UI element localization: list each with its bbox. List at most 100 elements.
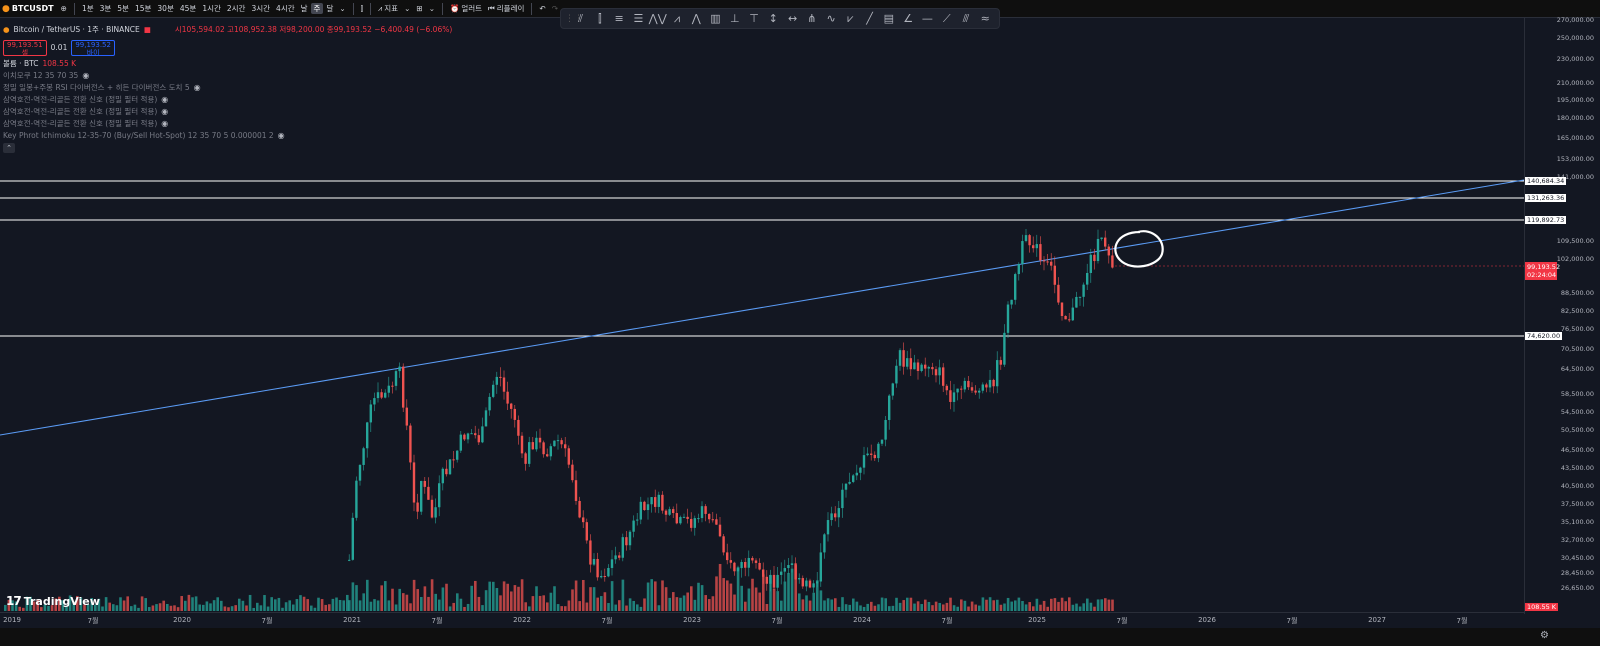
gann-box-icon[interactable]: ▥ (710, 12, 721, 25)
symbol-search-button[interactable]: ● BTCUSDT (0, 4, 58, 14)
chevron-down-icon[interactable]: ⌄ (428, 4, 435, 13)
regression-trend-icon[interactable]: ⫿ (598, 11, 602, 25)
volume-bar (650, 579, 653, 611)
candle-body (783, 568, 786, 572)
interval-button[interactable]: 날 (300, 4, 308, 13)
volume-bar (1024, 604, 1028, 611)
long-position-icon[interactable]: ⊥ (729, 12, 740, 25)
eye-icon[interactable]: ◉ (193, 83, 201, 92)
replay-button[interactable]: ⏮ 리플레이 (485, 3, 527, 14)
eye-icon[interactable]: ◉ (161, 95, 169, 104)
candle-body (668, 509, 671, 515)
eye-icon[interactable]: ◉ (161, 107, 169, 116)
indicator-row[interactable]: Key Phrot Ichimoku 12-35-70 (Buy/Sell Ho… (3, 130, 452, 142)
ray-icon[interactable]: ⟋ (942, 11, 951, 25)
indicator-row[interactable]: 삼역호전-역전-리골든 전환 신호 (정밀 필터 적용) ◉ (3, 94, 452, 106)
horizontal-line-label[interactable]: 119,892.73 (1525, 216, 1567, 224)
horizontal-line-label[interactable]: 74,620.00 (1525, 332, 1563, 340)
buy-button[interactable]: 99,193.52 바이 (71, 40, 115, 57)
chevron-down-icon[interactable]: ⌄ (404, 4, 411, 13)
price-axis[interactable]: 270,000.00 250,000.00 230,000.00 210,000.00… (1524, 16, 1600, 614)
settings-icon[interactable]: ⚙ (1540, 630, 1549, 641)
volume-bar (769, 575, 772, 611)
indicator-row[interactable]: 삼역호전-역전-리골든 전환 신호 (정밀 필터 적용) ◉ (3, 118, 452, 130)
eye-icon[interactable]: ◉ (82, 71, 90, 80)
head-shoulders-icon[interactable]: ⋀ (691, 12, 701, 25)
indicator-row[interactable]: 삼역호전-역전-리골든 전환 신호 (정밀 필터 적용) ◉ (3, 106, 452, 118)
indicator-row[interactable]: 이치모쿠 12 35 70 35 ◉ (3, 70, 452, 82)
alert-button[interactable]: ⏰ 얼러트 (447, 3, 485, 14)
interval-button[interactable]: 1분 (81, 4, 94, 13)
candle-body (1078, 296, 1082, 298)
trend-line-icon[interactable]: ╱ (866, 12, 873, 25)
volume-bar (445, 583, 448, 611)
volume-bar (180, 596, 183, 611)
volume-bar (988, 597, 992, 611)
volume-bar (270, 597, 273, 611)
candle-body (841, 489, 844, 509)
extended-line-icon[interactable]: ⫻ (962, 11, 970, 25)
layouts-icon[interactable]: ⊞ (416, 4, 423, 13)
redo-icon[interactable]: ↷ (551, 4, 558, 13)
candle-body (542, 442, 545, 455)
horizontal-line-icon[interactable]: — (921, 12, 933, 25)
interval-button[interactable]: 45분 (179, 4, 197, 13)
volume-bar (310, 605, 313, 611)
collapse-legend-icon[interactable]: ⌃ (3, 143, 15, 153)
date-range-icon[interactable]: ↔ (787, 12, 798, 25)
indicators-button[interactable]: ⩘ 지표 (375, 3, 401, 14)
interval-button[interactable]: 2시간 (226, 4, 246, 13)
volume-bar (621, 579, 625, 611)
candle-body (996, 360, 999, 387)
volume-bar (1060, 597, 1064, 611)
candle-body (830, 513, 833, 521)
interval-button[interactable]: 주 (310, 3, 324, 14)
price-chart[interactable] (0, 18, 1524, 612)
volume-bar (441, 587, 445, 611)
path-icon[interactable]: ≈ (980, 12, 990, 25)
time-tick-label: 7월 (941, 617, 953, 625)
eye-icon[interactable]: ◉ (277, 131, 285, 140)
volume-bar (166, 604, 169, 611)
xabcd-pattern-icon[interactable]: ⋀⋁ (648, 12, 667, 25)
candle-body (801, 578, 804, 587)
interval-button[interactable]: 15분 (134, 4, 152, 13)
trend-angle-icon[interactable]: ∠ (903, 12, 914, 25)
indicator-row[interactable]: 정밀 일봉+주봉 RSI 다이버전스 + 히든 다이버전스 도치 5 ◉ (3, 82, 452, 94)
flat-top-bottom-icon[interactable]: ≡ (614, 12, 624, 25)
volume-bar (346, 594, 349, 611)
price-range-icon[interactable]: ↕ (768, 12, 778, 25)
parallel-channel-icon[interactable]: ⫽ (578, 11, 584, 25)
chevron-down-icon[interactable]: ⌄ (339, 4, 346, 13)
volume-bar (412, 579, 416, 611)
candle-body (693, 518, 696, 528)
chart-type-candles-icon[interactable]: ⫿ (360, 3, 364, 13)
short-position-icon[interactable]: ⊤ (749, 12, 759, 25)
sell-button[interactable]: 99,193.51 셀 (3, 40, 47, 57)
candle-body (387, 385, 390, 393)
candle-body (531, 442, 534, 450)
interval-button[interactable]: 4시간 (276, 4, 295, 13)
eye-icon[interactable]: ◉ (161, 119, 169, 128)
horizontal-line-label[interactable]: 131,263.36 (1525, 194, 1567, 202)
cypher-pattern-icon[interactable]: ⩘ (673, 11, 681, 25)
disjoint-channel-icon[interactable]: ☰ (633, 12, 644, 25)
fib-retracement-icon[interactable]: ▤ (883, 12, 895, 25)
abcd-pattern-icon[interactable]: ⩗ (847, 11, 854, 25)
volume-bar (313, 607, 317, 611)
interval-button[interactable]: 30분 (157, 4, 174, 13)
pitchfork-icon[interactable]: ⋔ (807, 12, 817, 25)
elliott-wave-icon[interactable]: ∿ (826, 12, 836, 25)
interval-button[interactable]: 1시간 (202, 4, 221, 13)
interval-button[interactable]: 5분 (117, 4, 129, 13)
interval-button[interactable]: 3시간 (251, 4, 271, 13)
candle-body (484, 410, 488, 427)
candle-body (826, 520, 830, 535)
horizontal-line-label[interactable]: 140,684.34 (1525, 177, 1567, 185)
compare-icon[interactable]: ⊕ (60, 4, 67, 13)
undo-icon[interactable]: ↶ (539, 4, 546, 13)
time-axis[interactable]: 2019 7월 2020 7월 2021 7월 2022 7월 2023 7월 2024 7월 2025… (0, 612, 1524, 628)
interval-button[interactable]: 달 (326, 4, 334, 13)
interval-button[interactable]: 3분 (99, 4, 112, 13)
price-tick-label: 43,500.00 (1560, 464, 1594, 472)
